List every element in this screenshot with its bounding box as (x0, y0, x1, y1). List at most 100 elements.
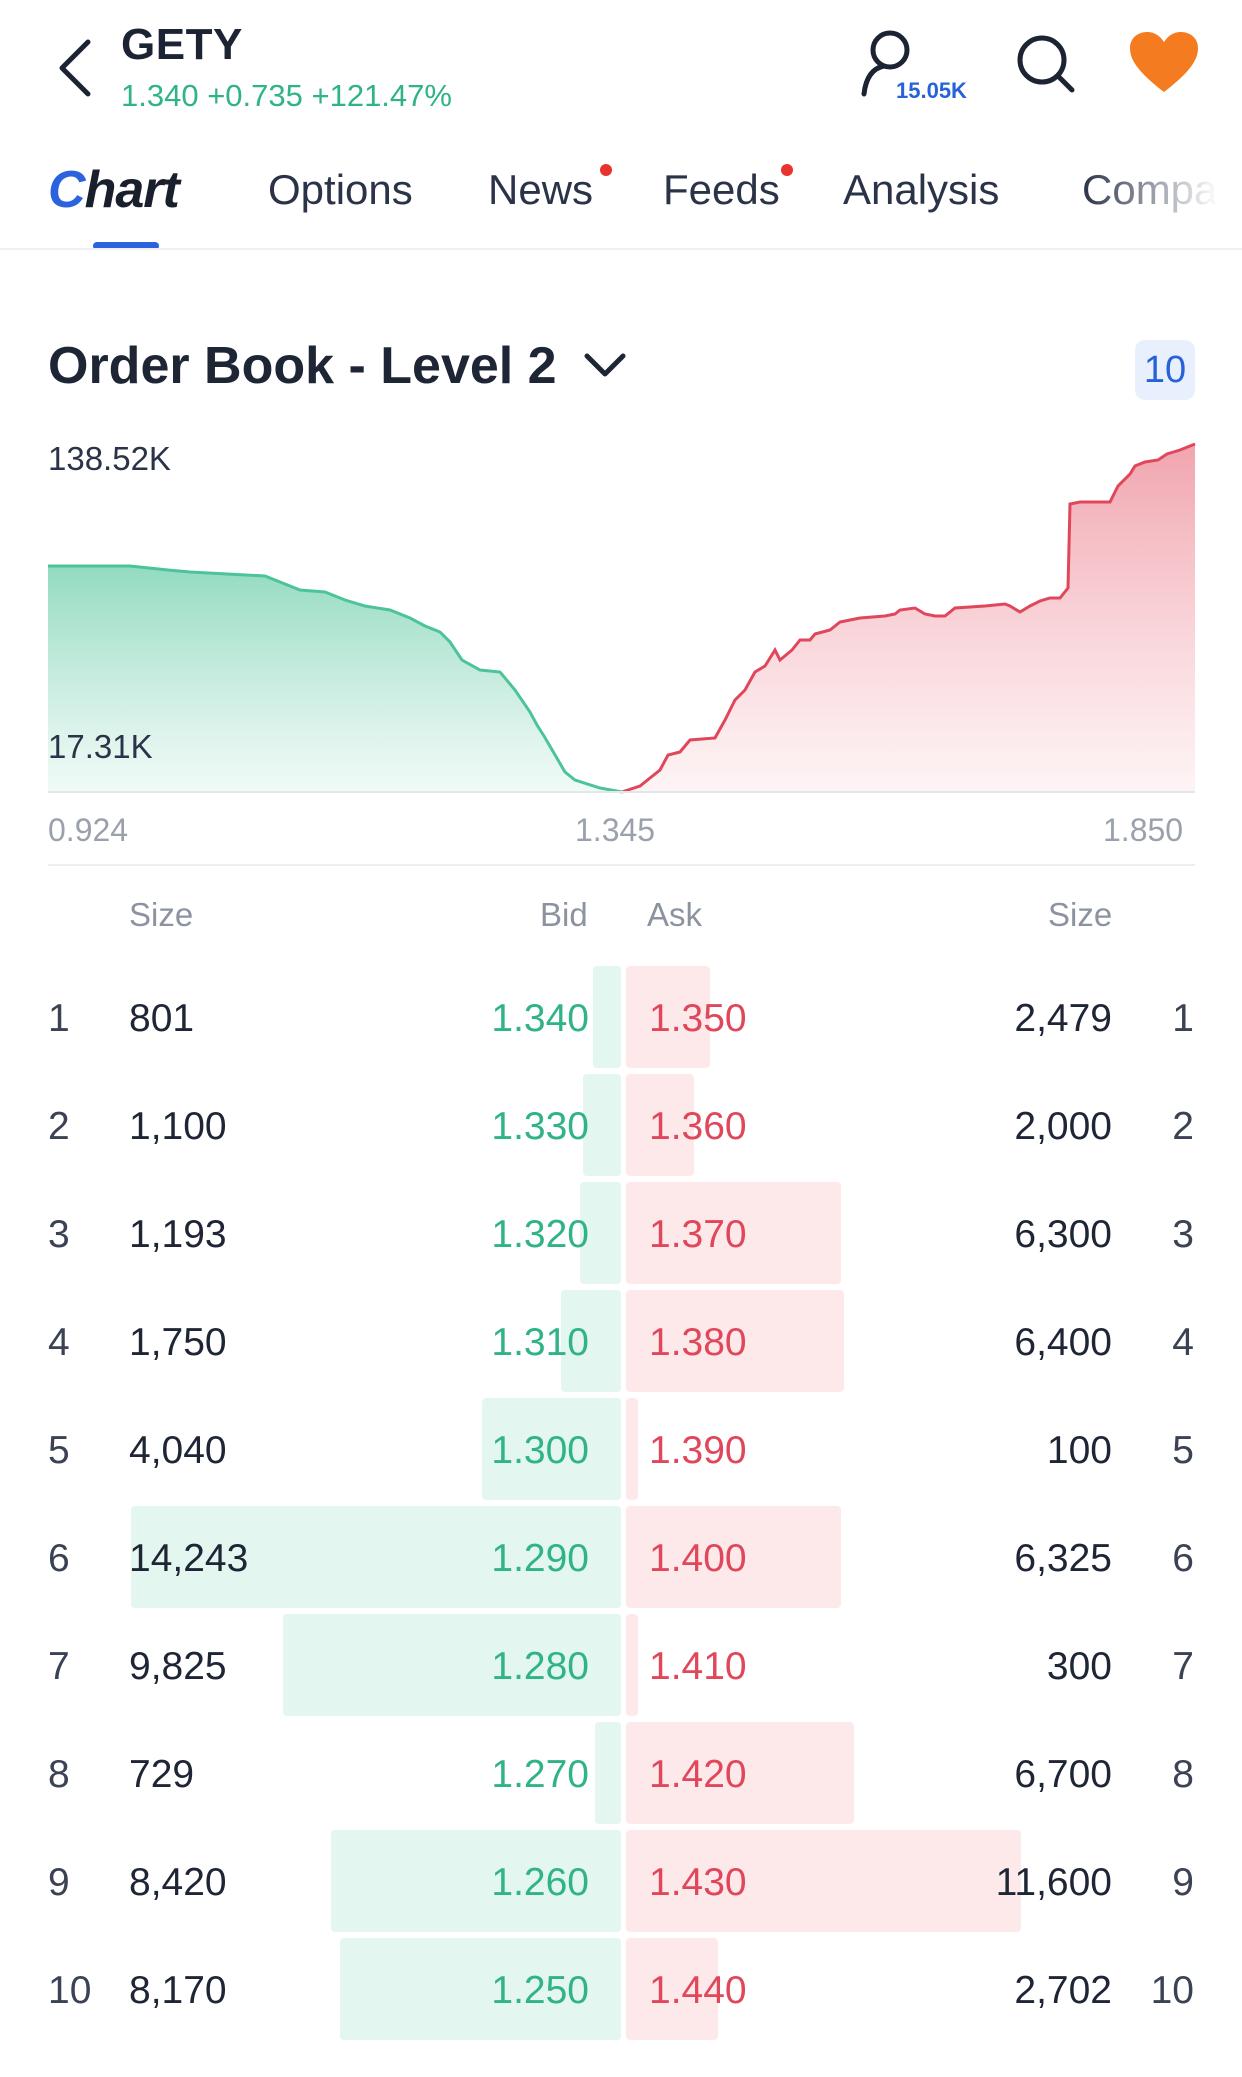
ask-size: 100 (1046, 1429, 1112, 1472)
order-book-level-selector[interactable]: Order Book - Level 2 (48, 336, 627, 396)
ask-level-index: 10 (1150, 1969, 1194, 2012)
news-unread-dot (600, 164, 612, 176)
tab-options[interactable]: Options (268, 166, 413, 213)
bid-price: 1.340 (491, 997, 589, 1040)
depth-selector[interactable]: 10 (1135, 340, 1195, 400)
ticker-symbol: GETY (121, 20, 243, 69)
ask-size-bar (626, 1182, 841, 1284)
tab-chart[interactable]: Chart (48, 161, 180, 219)
ask-price: 1.430 (649, 1861, 747, 1904)
ask-size-bar (626, 1398, 638, 1500)
tab-feeds[interactable]: Feeds (663, 166, 780, 213)
bid-size: 1,193 (129, 1213, 227, 1256)
table-row[interactable]: 10 8,170 1.250 1.440 2,702 10 (0, 1935, 1242, 2043)
bid-size: 8,420 (129, 1861, 227, 1904)
bid-price: 1.330 (491, 1105, 589, 1148)
bid-size-bar (595, 1722, 621, 1824)
table-row[interactable]: 8 729 1.270 1.420 6,700 8 (0, 1719, 1242, 1827)
bid-size-bar (561, 1290, 621, 1392)
bid-size-bar (583, 1074, 621, 1176)
heart-icon (1130, 32, 1198, 92)
x-axis-left-label: 0.924 (48, 812, 129, 848)
bid-price: 1.260 (491, 1861, 589, 1904)
ask-size-bar (626, 1074, 694, 1176)
ask-level-index: 3 (1172, 1213, 1194, 1256)
x-axis-right-label: 1.850 (1103, 812, 1184, 848)
bid-level-index: 6 (48, 1537, 70, 1580)
bid-size-bar (131, 1506, 621, 1608)
ask-size-bar (626, 1614, 638, 1716)
ask-price: 1.410 (649, 1645, 747, 1688)
ask-level-index: 4 (1172, 1321, 1194, 1364)
header: GETY 1.340 +0.735 +121.47% 15.05K (0, 0, 1242, 130)
bid-price: 1.320 (491, 1213, 589, 1256)
bid-price: 1.300 (491, 1429, 589, 1472)
search-button[interactable] (1010, 28, 1082, 100)
ask-price: 1.400 (649, 1537, 747, 1580)
chart-divider (48, 864, 1195, 866)
table-row[interactable]: 3 1,193 1.320 1.370 6,300 3 (0, 1179, 1242, 1287)
ask-price: 1.420 (649, 1753, 747, 1796)
col-header-bid-size: Size (129, 896, 194, 933)
tab-company[interactable]: Company (1082, 166, 1242, 213)
bid-level-index: 5 (48, 1429, 70, 1472)
feeds-unread-dot (781, 164, 793, 176)
ask-price: 1.360 (649, 1105, 747, 1148)
tab-news[interactable]: News (488, 166, 594, 213)
bid-depth-area (48, 566, 622, 792)
ask-size-bar (626, 1290, 844, 1392)
bid-level-index: 9 (48, 1861, 70, 1904)
ask-price: 1.440 (649, 1969, 747, 2012)
ask-level-index: 2 (1172, 1105, 1194, 1148)
bid-size: 4,040 (129, 1429, 227, 1472)
followers-button[interactable]: 15.05K (852, 28, 982, 108)
ask-level-index: 9 (1172, 1861, 1194, 1904)
ask-size-bar (626, 1938, 718, 2040)
bid-level-index: 3 (48, 1213, 70, 1256)
tab-bar: Chart Options News Feeds Analysis Compan… (0, 150, 1242, 250)
ask-price: 1.350 (649, 997, 747, 1040)
order-book-title: Order Book - Level 2 (48, 337, 557, 395)
ask-size: 6,325 (1014, 1537, 1112, 1580)
table-row[interactable]: 4 1,750 1.310 1.380 6,400 4 (0, 1287, 1242, 1395)
user-icon (861, 30, 910, 97)
bid-price: 1.290 (491, 1537, 589, 1580)
table-row[interactable]: 5 4,040 1.300 1.390 100 5 (0, 1395, 1242, 1503)
bid-level-index: 4 (48, 1321, 70, 1364)
table-row[interactable]: 2 1,100 1.330 1.360 2,000 2 (0, 1071, 1242, 1179)
bid-price: 1.270 (491, 1753, 589, 1796)
bid-level-index: 1 (48, 997, 70, 1040)
bid-size: 1,750 (129, 1321, 227, 1364)
bid-size-bar (331, 1830, 621, 1932)
ask-size: 2,000 (1014, 1105, 1112, 1148)
ask-size-bar (626, 1830, 1021, 1932)
col-header-ask-size: Size (1048, 896, 1113, 933)
bid-size: 14,243 (129, 1537, 249, 1580)
ask-depth-line (621, 442, 1196, 794)
ask-price: 1.390 (649, 1429, 747, 1472)
watchlist-button[interactable] (1128, 30, 1200, 102)
bid-size: 9,825 (129, 1645, 227, 1688)
ask-size-bar (626, 1506, 841, 1608)
bid-size-bar (482, 1398, 621, 1500)
table-row[interactable]: 1 801 1.340 1.350 2,479 1 (0, 963, 1242, 1071)
search-icon (1017, 35, 1075, 93)
ask-size: 11,600 (995, 1861, 1112, 1904)
table-row[interactable]: 7 9,825 1.280 1.410 300 7 (0, 1611, 1242, 1719)
x-axis-mid-label: 1.345 (575, 812, 656, 848)
chart-max-label: 138.52K (48, 440, 171, 477)
active-tab-indicator (93, 242, 159, 248)
table-row[interactable]: 9 8,420 1.260 1.430 11,600 9 (0, 1827, 1242, 1935)
chart-min-label: 17.31K (48, 728, 153, 765)
bid-level-index: 7 (48, 1645, 70, 1688)
bid-size-bar (593, 966, 621, 1068)
back-button[interactable] (44, 28, 104, 108)
tab-analysis[interactable]: Analysis (843, 166, 1000, 213)
bid-level-index: 2 (48, 1105, 70, 1148)
table-row[interactable]: 6 14,243 1.290 1.400 6,325 6 (0, 1503, 1242, 1611)
ask-size: 6,400 (1014, 1321, 1112, 1364)
bid-size: 801 (129, 997, 195, 1040)
ask-size: 300 (1046, 1645, 1112, 1688)
bid-price: 1.250 (491, 1969, 589, 2012)
bid-level-index: 8 (48, 1753, 70, 1796)
